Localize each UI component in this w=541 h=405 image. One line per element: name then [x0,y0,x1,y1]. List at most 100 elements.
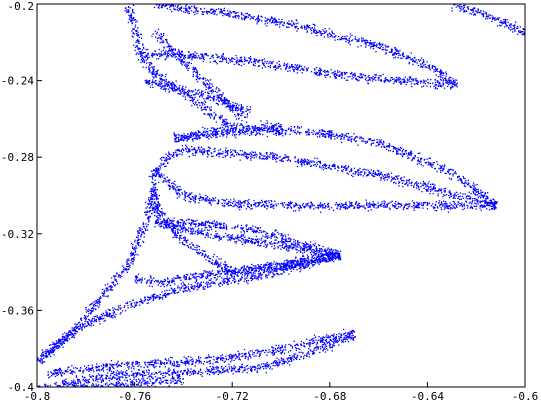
scatter-point [394,47,396,49]
scatter-point [174,138,176,140]
scatter-point [183,226,185,228]
scatter-point [215,88,217,90]
scatter-point [401,53,404,55]
scatter-point [421,184,423,186]
scatter-point [245,208,248,210]
scatter-point [258,203,260,205]
scatter-point [177,140,179,143]
scatter-point [190,198,192,200]
scatter-point [182,95,184,97]
scatter-point [188,94,190,96]
scatter-point [365,39,367,41]
scatter-point [330,131,332,133]
scatter-point [191,96,194,99]
scatter-point [440,190,442,192]
scatter-point [319,30,321,33]
scatter-point [253,64,255,66]
scatter-point [226,131,228,134]
scatter-point [183,135,185,137]
scatter-point [307,202,309,204]
scatter-point [402,52,404,54]
scatter-point [320,73,322,75]
scatter-point [156,73,158,75]
scatter-point [431,66,434,68]
scatter-point [321,130,323,132]
scatter-point [241,119,243,122]
scatter-point [434,88,436,90]
scatter-point [431,164,433,166]
scatter-point [232,109,234,111]
scatter-point [333,165,335,168]
scatter-point [282,205,284,207]
scatter-point [191,145,193,148]
scatter-point [325,133,327,135]
scatter-point [247,205,249,208]
scatter-point [210,109,212,111]
scatter-point [383,81,386,83]
scatter-point [397,202,399,204]
scatter-point [160,82,163,84]
scatter-point [261,59,263,61]
scatter-point [244,156,247,158]
scatter-point [139,52,141,54]
scatter-point [238,203,240,205]
scatter-point [212,197,214,199]
scatter-point [185,150,188,152]
scatter-point [417,81,419,83]
scatter-point [413,209,415,211]
scatter-point [390,180,392,182]
scatter-point [369,39,372,42]
scatter-point [181,152,184,154]
scatter-point [402,54,404,57]
scatter-point [481,200,483,202]
scatter-point [355,201,358,203]
scatter-point [260,15,262,17]
scatter-point [341,205,343,207]
scatter-point [427,183,429,185]
scatter-point [194,104,196,106]
scatter-point [151,170,153,172]
scatter-point [481,205,483,207]
scatter-point [179,9,181,11]
scatter-point [315,32,317,34]
scatter-point [208,150,210,152]
scatter-point [236,123,239,125]
scatter-point [160,223,162,225]
scatter-point [347,42,350,44]
scatter-point [244,133,246,135]
scatter-point [246,129,249,131]
scatter-point [234,135,236,137]
scatter-point [175,224,177,227]
scatter-point [128,14,130,16]
scatter-point [427,190,429,192]
scatter-point [224,97,226,99]
scatter-point [415,82,417,85]
scatter-point [368,77,371,79]
scatter-point [153,173,155,175]
scatter-point [357,144,359,146]
scatter-point [264,125,266,127]
scatter-point [239,205,241,208]
scatter-point [156,71,158,73]
scatter-point [202,151,204,153]
scatter-point [222,132,224,134]
scatter-point [399,146,402,149]
scatter-point [151,209,153,211]
scatter-point [171,84,173,87]
scatter-point [260,128,262,130]
scatter-point [401,151,403,153]
scatter-point [235,105,237,107]
scatter-point [403,180,405,182]
scatter-point [207,88,210,90]
scatter-point [227,153,229,155]
scatter-point [223,129,225,131]
scatter-point [316,31,318,34]
scatter-point [474,200,476,202]
scatter-point [420,157,423,159]
scatter-point [429,67,431,69]
scatter-point [334,75,336,78]
scatter-point [214,13,216,15]
scatter-point [288,202,290,204]
scatter-point [314,163,316,166]
scatter-point [403,80,405,82]
